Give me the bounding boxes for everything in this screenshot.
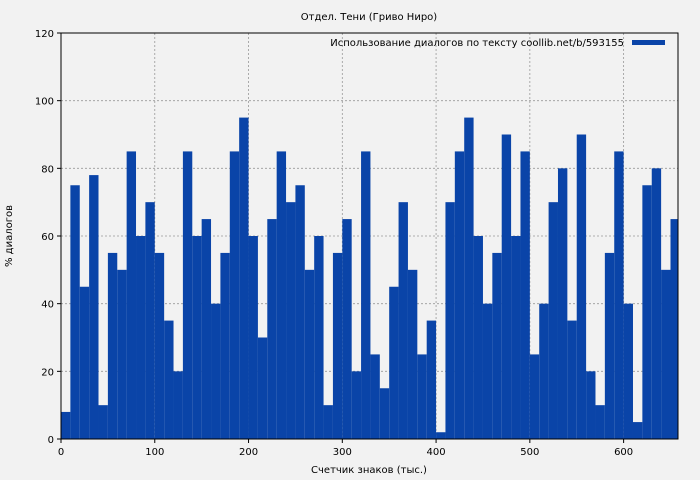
x-tick-label: 400 [427,447,446,458]
bar [426,320,437,439]
x-axis-label: Счетчик знаков (тыс.) [311,465,427,476]
bar [342,219,352,439]
y-tick-label: 40 [41,300,54,311]
bar [464,117,474,439]
x-tick-label: 100 [145,447,164,458]
y-tick-label: 120 [35,29,54,40]
bar [632,422,643,439]
bar [286,202,296,439]
y-axis-label: % диалогов [4,205,15,267]
bar [314,236,324,439]
bar [670,219,678,439]
bar [154,252,165,439]
bar [651,168,662,440]
bar [182,151,193,439]
bar [220,252,230,439]
legend: Использование диалогов по тексту coollib… [330,38,665,49]
bar [117,269,127,439]
x-axis-ticks: 0 100 200 300 400 500 600 [58,439,633,458]
bar [661,269,671,439]
x-tick-label: 0 [58,447,64,458]
bar [454,151,465,439]
bar [389,286,399,439]
bar [473,236,483,439]
bar [567,320,577,439]
bar [229,151,240,439]
bar [164,320,174,439]
bar [398,202,408,439]
bar [192,236,202,439]
legend-label: Использование диалогов по тексту coollib… [330,38,624,49]
bar [361,151,371,439]
bar [351,371,362,439]
bar [576,134,587,439]
bar [239,117,249,439]
bar [79,286,90,439]
bar [520,151,530,439]
bar [379,388,390,439]
bar [623,303,633,439]
bar [304,269,315,439]
bar [136,236,146,439]
bar [604,252,615,439]
bar [173,371,183,439]
bar [201,219,212,439]
x-tick-label: 500 [520,447,539,458]
bar [557,168,568,440]
y-tick-label: 100 [35,97,54,108]
bar [501,134,512,439]
x-tick-label: 300 [333,447,352,458]
bar [211,303,221,439]
bar [126,151,137,439]
bar [492,252,502,439]
y-tick-label: 80 [41,164,54,175]
y-tick-label: 20 [41,367,54,378]
bar [276,151,287,439]
bar [89,175,99,439]
bar [145,202,155,439]
bar [445,202,455,439]
bar [98,405,108,439]
bar [586,371,596,439]
bar [642,185,652,439]
bar [257,337,268,439]
bar [539,303,549,439]
bar [267,219,277,439]
bar [107,252,118,439]
bar [417,354,427,439]
y-tick-label: 60 [41,232,54,243]
bar [295,185,305,439]
bar [529,354,540,439]
x-tick-label: 200 [239,447,258,458]
bar [614,151,624,439]
bar [407,269,418,439]
bar [370,354,380,439]
bar [332,252,343,439]
bar [323,405,333,439]
bar [482,303,493,439]
legend-swatch [632,40,665,45]
y-tick-label: 0 [48,435,54,446]
y-axis-ticks: 0 20 40 60 80 100 120 [35,29,61,446]
bar [548,202,558,439]
bar [436,432,446,439]
chart-title: Отдел. Тени (Гриво Ниро) [301,12,438,23]
bar [61,411,71,439]
bar [595,405,605,439]
x-tick-label: 600 [614,447,633,458]
bar [511,236,521,439]
bar [248,236,258,439]
bars-series [61,117,678,440]
bar [70,185,80,439]
